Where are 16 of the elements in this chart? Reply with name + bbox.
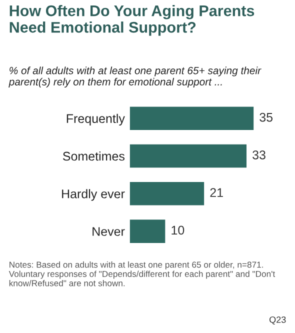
chart-title: How Often Do Your Aging Parents Need Emotional Support? xyxy=(10,4,254,36)
bar xyxy=(130,144,247,168)
text: Q23 xyxy=(270,316,286,325)
data-label: 35 xyxy=(260,112,273,122)
bar xyxy=(130,220,166,243)
y-tick-label: Sometimes xyxy=(62,151,124,161)
y-tick-label: Frequently xyxy=(66,114,125,126)
bar xyxy=(130,106,254,130)
y-tick-label: Hardly ever xyxy=(62,189,125,201)
y-tick-label: Never xyxy=(92,227,125,236)
data-label: 10 xyxy=(172,226,184,235)
text: Notes: Based on adults with at least one parent 65 or older, n=871. Voluntary responses of "Depends/different for each parent" and "Don't know/Refused" are not shown. xyxy=(8,261,276,286)
data-label: 33 xyxy=(252,150,266,160)
chart-subtitle: % of all adults with at least one parent 65+ saying their parent(s) rely on them for emotional support ... xyxy=(8,66,262,88)
bar xyxy=(130,182,204,206)
data-label: 21 xyxy=(210,188,223,197)
